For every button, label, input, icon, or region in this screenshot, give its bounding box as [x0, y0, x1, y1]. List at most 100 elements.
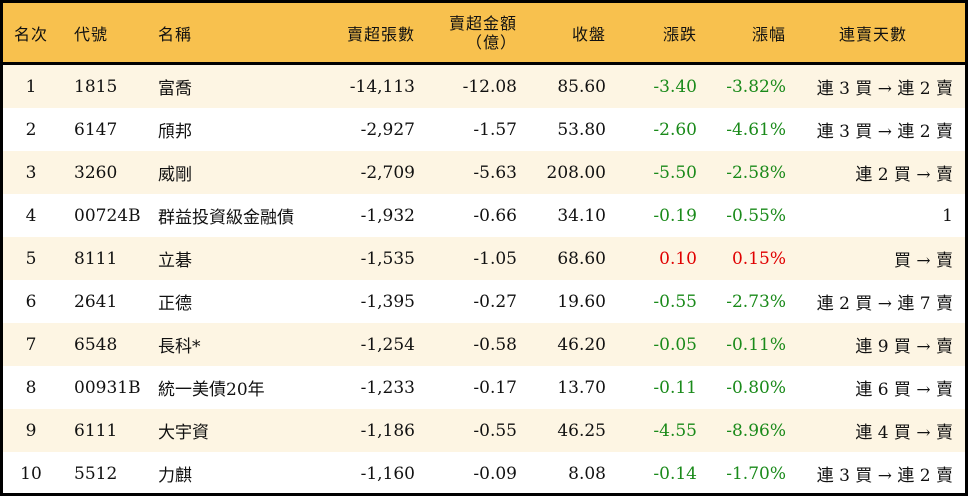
close-cell: 8.08 — [568, 463, 606, 484]
streak-cell: 連 6 買 → 賣 — [855, 380, 953, 400]
streak-cell: 連 4 買 → 賣 — [855, 423, 953, 443]
table-row[interactable]: 10 5512 力麒 -1,160 -0.09 8.08 -0.14 -1.70% 連 3 買 … — [3, 452, 965, 493]
code-cell: 6147 — [74, 119, 118, 140]
table-row[interactable]: 3 3260 威剛 -2,709 -5.63 208.00 -5.50 -2.58% 連 2 買… — [3, 151, 965, 194]
change-cell: -0.19 — [653, 205, 697, 226]
net-sell-amount-cell: -0.17 — [473, 377, 517, 398]
change-cell: -0.11 — [653, 377, 697, 398]
close-cell: 46.20 — [557, 334, 606, 355]
name-cell: 統一美債20年 — [158, 380, 265, 400]
net-sell-amount-cell: -5.63 — [473, 162, 517, 183]
change-pct-cell: -3.82% — [726, 76, 786, 97]
change-pct-cell: -0.80% — [726, 377, 786, 398]
header-rank[interactable]: 名次 — [14, 24, 49, 44]
net-sell-lots-cell: -2,709 — [360, 162, 415, 183]
change-pct-cell: -4.61% — [726, 119, 786, 140]
rank-cell: 6 — [25, 291, 37, 312]
streak-cell: 連 3 買 → 連 2 賣 — [816, 122, 953, 142]
table-row[interactable]: 8 00931B 統一美債20年 -1,233 -0.17 13.70 -0.11 -0.80… — [3, 366, 965, 409]
net-sell-lots-cell: -1,395 — [360, 291, 415, 312]
rank-cell: 7 — [25, 334, 37, 355]
table-row[interactable]: 7 6548 長科* -1,254 -0.58 46.20 -0.05 -0.11% 連 9 買… — [3, 323, 965, 366]
change-cell: -5.50 — [653, 162, 697, 183]
code-cell: 6111 — [74, 420, 118, 441]
close-cell: 13.70 — [557, 377, 606, 398]
rank-cell: 1 — [25, 76, 37, 97]
header-change[interactable]: 漲跌 — [662, 24, 697, 44]
change-pct-cell: -1.70% — [726, 463, 786, 484]
code-cell: 6548 — [74, 334, 118, 355]
close-cell: 53.80 — [557, 119, 606, 140]
close-cell: 19.60 — [557, 291, 606, 312]
name-cell: 立碁 — [158, 251, 192, 271]
name-cell: 富喬 — [158, 79, 192, 99]
rank-cell: 2 — [25, 119, 37, 140]
rank-cell: 10 — [20, 463, 42, 484]
code-cell: 00931B — [74, 377, 141, 398]
change-pct-cell: -8.96% — [726, 420, 786, 441]
streak-cell: 1 — [942, 205, 953, 226]
change-cell: -0.14 — [653, 463, 697, 484]
change-pct-cell: -0.55% — [726, 205, 786, 226]
table-row[interactable]: 2 6147 頎邦 -2,927 -1.57 53.80 -2.60 -4.61% 連 3 買 … — [3, 108, 965, 151]
header-code[interactable]: 代號 — [74, 24, 109, 44]
name-cell: 長科* — [158, 337, 201, 357]
net-sell-amount-cell: -12.08 — [462, 76, 517, 97]
net-sell-amount-cell: -0.58 — [473, 334, 517, 355]
streak-cell: 連 2 買 → 賣 — [855, 165, 953, 185]
change-cell: -0.05 — [653, 334, 697, 355]
streak-cell: 買 → 賣 — [893, 251, 953, 271]
streak-cell: 連 3 買 → 連 2 賣 — [816, 79, 953, 99]
code-cell: 2641 — [74, 291, 118, 312]
rank-cell: 4 — [25, 205, 37, 226]
change-pct-cell: -0.11% — [726, 334, 786, 355]
close-cell: 68.60 — [557, 248, 606, 269]
header-net-sell-amount[interactable]: 賣超金額 （億） — [423, 3, 517, 62]
net-sell-lots-cell: -1,160 — [360, 463, 415, 484]
net-sell-amount-cell: -0.09 — [473, 463, 517, 484]
table-row[interactable]: 4 00724B 群益投資級金融債 -1,932 -0.66 34.10 -0.19 -0.5… — [3, 194, 965, 237]
header-net-sell-lots[interactable]: 賣超張數 — [346, 24, 415, 44]
streak-cell: 連 9 買 → 賣 — [855, 337, 953, 357]
net-sell-amount-cell: -0.27 — [473, 291, 517, 312]
close-cell: 208.00 — [546, 162, 606, 183]
name-cell: 威剛 — [158, 165, 192, 185]
net-sell-amount-cell: -0.66 — [473, 205, 517, 226]
name-cell: 力麒 — [158, 466, 192, 486]
header-streak[interactable]: 連賣天數 — [838, 24, 907, 44]
table-row[interactable]: 9 6111 大宇資 -1,186 -0.55 46.25 -4.55 -8.96% 連 4 買… — [3, 409, 965, 452]
code-cell: 5512 — [74, 463, 118, 484]
table-header: 名次 代號 名稱 賣超張數 賣超金額 （億） 收盤 漲跌 漲幅 連賣天數 — [3, 3, 965, 65]
rank-cell: 3 — [25, 162, 37, 183]
header-name[interactable]: 名稱 — [158, 24, 193, 44]
header-net-sell-amount-unit: （億） — [465, 32, 517, 52]
change-cell: -4.55 — [653, 420, 697, 441]
net-sell-lots-cell: -14,113 — [349, 76, 415, 97]
net-sell-amount-cell: -1.05 — [473, 248, 517, 269]
table-row[interactable]: 5 8111 立碁 -1,535 -1.05 68.60 0.10 0.15% 買 → 賣 — [3, 237, 965, 280]
net-sell-lots-cell: -1,535 — [360, 248, 415, 269]
change-pct-cell: -2.58% — [726, 162, 786, 183]
close-cell: 46.25 — [557, 420, 606, 441]
change-cell: -3.40 — [653, 76, 697, 97]
streak-cell: 連 2 買 → 連 7 賣 — [816, 294, 953, 314]
net-sell-lots-cell: -1,233 — [360, 377, 415, 398]
close-cell: 85.60 — [557, 76, 606, 97]
net-sell-lots-cell: -1,186 — [360, 420, 415, 441]
net-sell-lots-cell: -2,927 — [360, 119, 415, 140]
table-row[interactable]: 6 2641 正德 -1,395 -0.27 19.60 -0.55 -2.73% 連 2 買 … — [3, 280, 965, 323]
rank-cell: 8 — [25, 377, 37, 398]
net-sell-amount-cell: -0.55 — [473, 420, 517, 441]
rank-cell: 5 — [25, 248, 37, 269]
change-pct-cell: 0.15% — [731, 248, 786, 269]
header-change-pct[interactable]: 漲幅 — [751, 24, 786, 44]
streak-cell: 連 3 買 → 連 2 賣 — [816, 466, 953, 486]
rank-cell: 9 — [25, 420, 37, 441]
change-pct-cell: -2.73% — [726, 291, 786, 312]
change-cell: -2.60 — [653, 119, 697, 140]
header-close[interactable]: 收盤 — [571, 24, 606, 44]
net-sell-lots-cell: -1,254 — [360, 334, 415, 355]
close-cell: 34.10 — [557, 205, 606, 226]
table-row[interactable]: 1 1815 富喬 -14,113 -12.08 85.60 -3.40 -3.82% 連 3 … — [3, 65, 965, 108]
